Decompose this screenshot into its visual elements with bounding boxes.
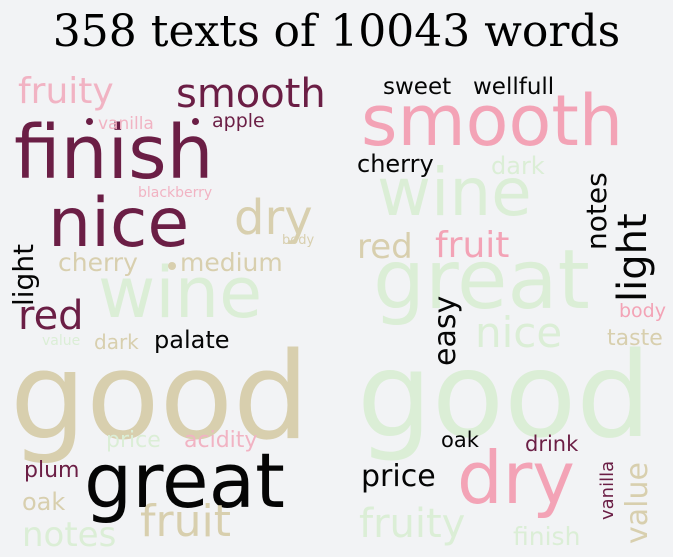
cloud-word: body [282, 233, 315, 248]
cloud-word: dry [234, 190, 313, 246]
cloud-word: finish [513, 522, 581, 551]
cloud-word: good [357, 326, 652, 464]
cloud-word: taste [607, 326, 663, 351]
cloud-word: fruity [359, 501, 466, 547]
cloud-word: acidity [184, 428, 258, 453]
word-cloud-left: good great finish nice wine smooth fruit… [0, 68, 336, 557]
cloud-word: drink [525, 432, 579, 456]
cloud-word: sweet [383, 74, 452, 100]
cloud-word: nice [48, 184, 190, 263]
cloud-word: notes [580, 172, 613, 250]
cloud-word: dark [94, 330, 139, 354]
cloud-word: wine [377, 154, 532, 231]
cloud-word: cherry [58, 248, 138, 277]
cloud-word: finish [14, 110, 214, 196]
cloud-word: price [361, 459, 436, 494]
word-cloud-right: good great smooth wine dry fruit red nic… [337, 68, 673, 557]
cloud-word: value [42, 333, 81, 349]
cloud-word: great [373, 233, 590, 328]
cloud-word: fruity [18, 71, 114, 112]
cloud-word: fruit [140, 496, 231, 547]
cloud-word: wine [98, 252, 263, 334]
dot [168, 262, 176, 270]
cloud-word: red [357, 227, 413, 267]
page-title: 358 texts of 10043 words [52, 6, 621, 57]
cloud-word: medium [180, 248, 283, 277]
cloud-word: easy [428, 295, 463, 366]
dot [86, 118, 93, 125]
cloud-word: plum [24, 458, 80, 483]
cloud-word: smooth [361, 80, 624, 162]
cloud-word: vanilla [597, 460, 618, 520]
cloud-word: oak [441, 428, 479, 452]
cloud-word: dry [457, 436, 575, 520]
cloud-word: light [7, 243, 40, 306]
cloud-word: price [106, 428, 161, 453]
cloud-word: body [619, 300, 666, 322]
cloud-word: cherry [357, 150, 434, 178]
dot [192, 118, 199, 125]
cloud-word: dark [491, 152, 545, 180]
cloud-word: wellfull [473, 74, 555, 100]
cloud-word: notes [22, 515, 117, 555]
cloud-word: nice [475, 308, 563, 357]
cloud-word: value [620, 462, 655, 544]
cloud-word: blackberry [138, 185, 213, 201]
cloud-word: light [610, 213, 656, 302]
cloud-word: palate [154, 326, 230, 354]
cloud-word: red [18, 293, 84, 339]
cloud-word: vanilla [98, 114, 154, 134]
cloud-word: apple [212, 110, 265, 132]
cloud-word: great [84, 436, 285, 525]
cloud-word: smooth [176, 71, 326, 117]
cloud-word: fruit [435, 225, 510, 266]
cloud-word: oak [22, 488, 66, 516]
cloud-word: good [10, 328, 310, 467]
